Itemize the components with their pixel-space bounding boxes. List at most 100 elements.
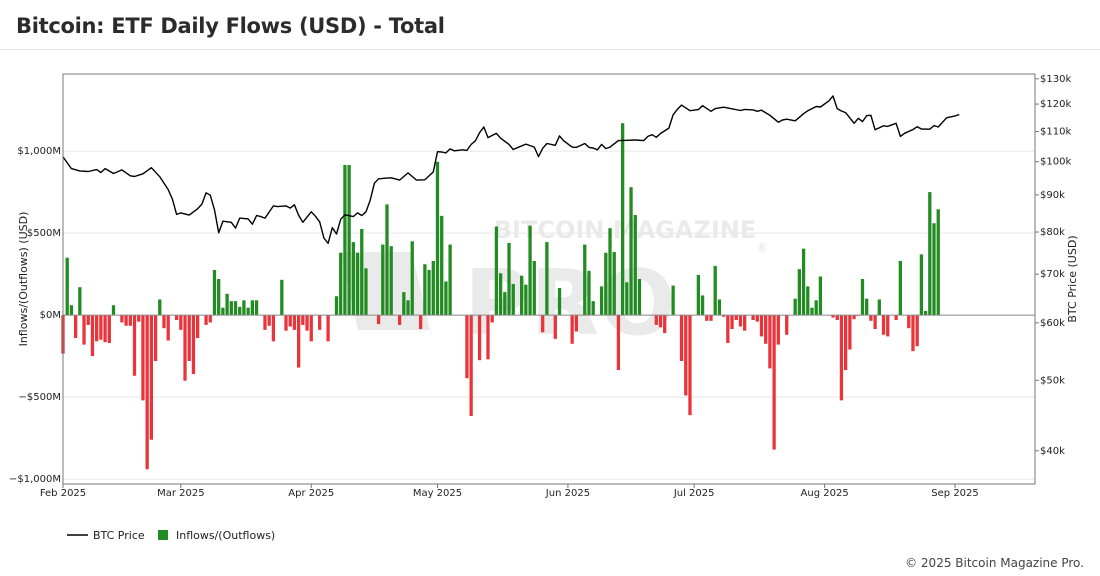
outflow-bar xyxy=(469,315,473,416)
inflow-bar xyxy=(242,300,246,316)
legend-price-label[interactable]: BTC Price xyxy=(93,529,145,542)
outflow-bar xyxy=(738,315,743,327)
outflow-bar xyxy=(183,315,187,381)
right-tick-label: $40k xyxy=(1040,446,1065,457)
inflow-bar xyxy=(444,281,448,316)
outflow-bar xyxy=(174,315,179,320)
outflow-bar xyxy=(296,315,301,368)
inflow-bar xyxy=(225,293,229,316)
inflow-bar xyxy=(355,252,360,316)
inflow-bar xyxy=(423,264,427,316)
inflow-bar xyxy=(898,260,902,316)
inflow-bar xyxy=(814,300,818,316)
outflow-bar xyxy=(73,315,78,339)
inflow-bar xyxy=(402,292,406,316)
page-title: Bitcoin: ETF Daily Flows (USD) - Total xyxy=(16,14,445,38)
inflow-bar xyxy=(524,284,528,316)
outflow-bar xyxy=(654,315,658,325)
outflow-bar xyxy=(309,315,313,342)
outflow-bar xyxy=(616,315,621,371)
inflow-bar xyxy=(494,226,499,316)
outflow-bar xyxy=(301,315,305,325)
outflow-bar xyxy=(263,315,267,330)
inflow-bar xyxy=(583,244,587,316)
outflow-bar xyxy=(477,315,482,361)
copyright-footer: © 2025 Bitcoin Magazine Pro. xyxy=(905,556,1084,570)
right-axis-title: BTC Price (USD) xyxy=(1066,235,1079,322)
left-tick-label: −$500M xyxy=(19,392,61,403)
inflow-bar xyxy=(700,295,705,316)
outflow-bar xyxy=(730,315,734,330)
outflow-bar xyxy=(869,315,873,321)
inflow-bar xyxy=(440,215,444,316)
outflow-bar xyxy=(305,315,309,331)
right-tick-label: $80k xyxy=(1040,227,1065,238)
inflow-bar xyxy=(280,279,284,316)
x-tick-label: Mar 2025 xyxy=(157,488,205,499)
legend-flow-label[interactable]: Inflows/(Outflows) xyxy=(176,529,275,542)
chart-legend[interactable]: BTC Price Inflows/(Outflows) xyxy=(67,529,275,542)
inflow-bar xyxy=(360,228,364,316)
x-tick-label: Jul 2025 xyxy=(673,488,715,499)
inflow-bar xyxy=(410,241,414,316)
outflow-bar xyxy=(124,315,128,326)
inflow-bar xyxy=(696,274,701,316)
outflow-bar xyxy=(911,315,915,352)
inflow-bar xyxy=(111,305,116,316)
inflow-bar xyxy=(334,296,339,316)
outflow-bar xyxy=(705,315,709,321)
inflow-bar xyxy=(69,305,74,316)
outflow-bar xyxy=(90,315,95,357)
outflow-bar xyxy=(570,315,574,344)
outflow-bar xyxy=(663,315,667,334)
inflow-bar xyxy=(158,299,162,316)
outflow-bar xyxy=(844,315,848,371)
inflow-bar xyxy=(385,204,389,316)
outflow-bar xyxy=(132,315,137,376)
right-tick-label: $100k xyxy=(1040,157,1071,168)
outflow-bar xyxy=(107,315,111,343)
outflow-bar xyxy=(831,315,835,318)
inflow-bar xyxy=(364,268,368,316)
outflow-bar xyxy=(907,315,911,329)
outflow-bar xyxy=(288,315,292,327)
outflow-bar xyxy=(688,315,692,416)
outflow-bar xyxy=(852,315,856,320)
x-tick-label: Jun 2025 xyxy=(545,488,590,499)
outflow-bar xyxy=(326,315,330,342)
inflow-bar xyxy=(520,275,524,316)
inflow-bar xyxy=(604,252,608,316)
watermark-line1: BITCOIN MAGAZINE xyxy=(494,216,757,244)
right-tick-label: $130k xyxy=(1040,74,1071,85)
grid-lines xyxy=(63,150,1035,480)
btc-price-line xyxy=(62,95,960,245)
outflow-bar xyxy=(86,315,90,325)
outflow-bar xyxy=(465,315,469,379)
outflow-bar xyxy=(267,315,271,326)
outflow-bar xyxy=(318,315,322,330)
outflow-bar xyxy=(208,315,212,323)
inflow-bar xyxy=(406,300,410,316)
right-tick-label: $70k xyxy=(1040,269,1065,280)
inflow-bar xyxy=(620,123,625,316)
outflow-bar xyxy=(204,315,208,325)
outflow-bar xyxy=(376,315,381,325)
outflow-bar xyxy=(755,315,759,322)
inflow-bar xyxy=(671,285,675,316)
x-tick-label: Feb 2025 xyxy=(40,488,86,499)
inflow-bar xyxy=(212,269,217,316)
inflow-bar xyxy=(797,269,802,316)
outflow-bar xyxy=(839,315,844,401)
outflow-bar xyxy=(751,315,755,320)
outflow-bar xyxy=(721,315,726,317)
outflow-bar xyxy=(149,315,154,440)
right-tick-label: $120k xyxy=(1040,99,1071,110)
outflow-bar xyxy=(179,315,183,330)
outflow-bar xyxy=(191,315,196,375)
outflow-bar xyxy=(658,315,663,328)
outflow-bar xyxy=(726,315,730,343)
inflow-bar xyxy=(923,310,928,316)
outflow-bar xyxy=(679,315,684,361)
outflow-bar xyxy=(541,315,545,333)
